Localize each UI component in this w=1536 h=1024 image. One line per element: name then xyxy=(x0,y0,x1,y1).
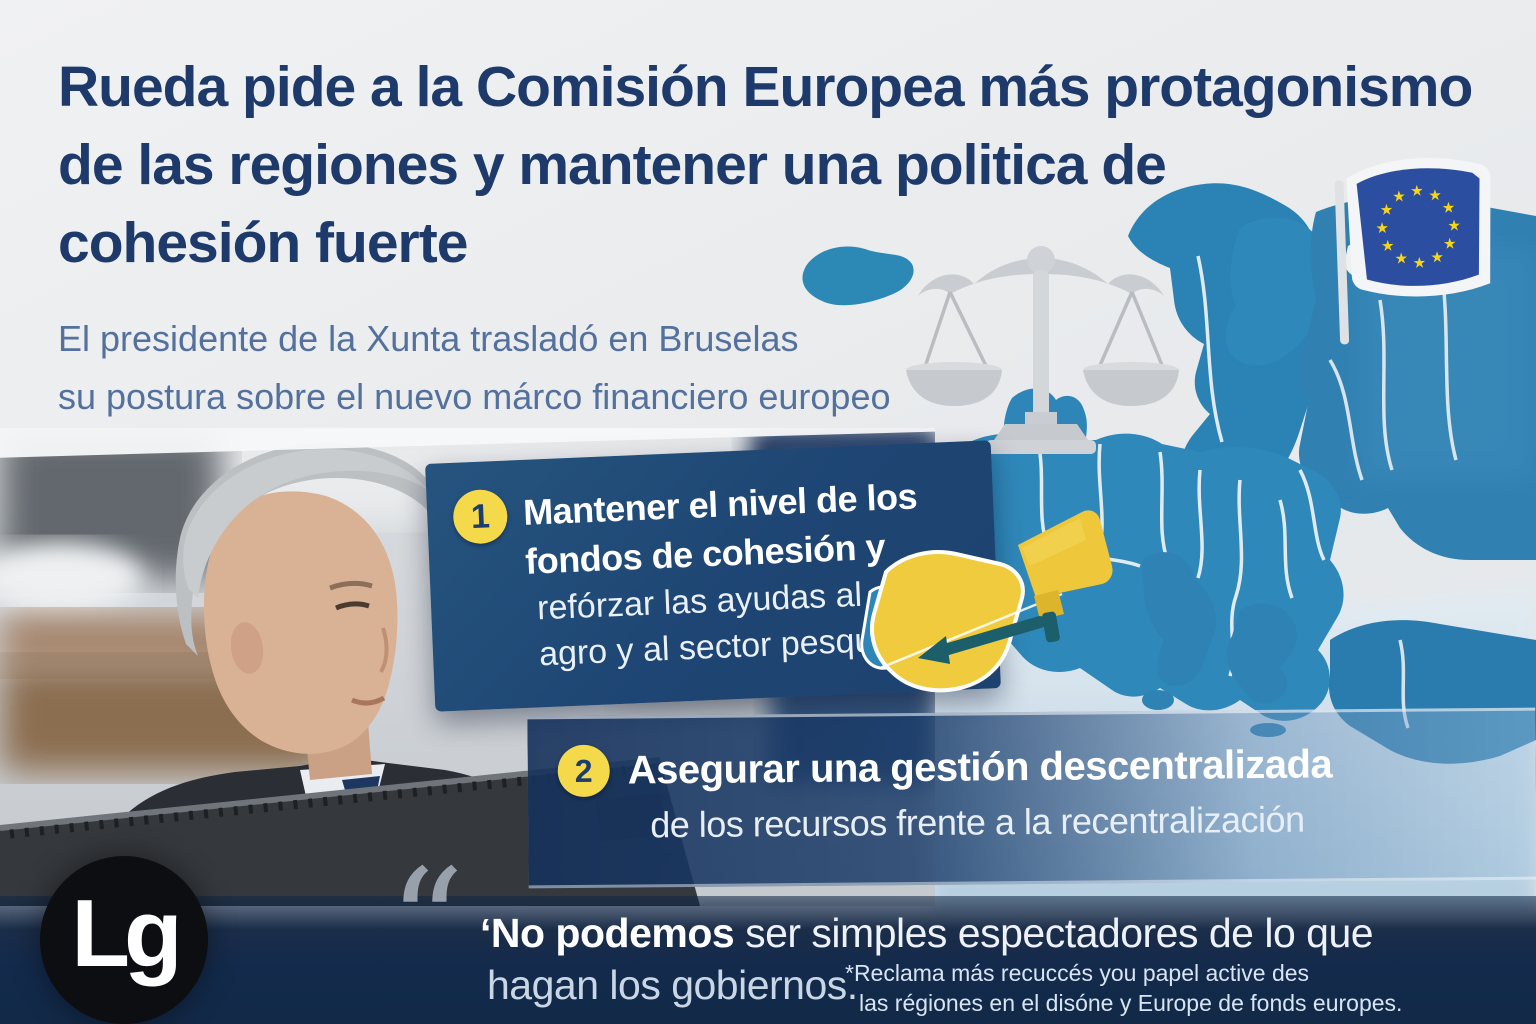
svg-text:★: ★ xyxy=(1410,183,1424,200)
title-line: de las regiones y mantener una politica … xyxy=(58,133,1167,197)
quote-line-2: hagan los gobiernos. xyxy=(487,962,858,1008)
map-finland xyxy=(1225,217,1329,366)
svg-text:★: ★ xyxy=(1375,220,1389,237)
title-line: Rueda pide a la Comisión Europea más pro… xyxy=(58,55,1473,119)
quote-icon: “ xyxy=(388,838,465,1012)
scales-of-justice-icon xyxy=(906,246,1179,454)
subtitle-line: El presidente de la Xunta trasladó en Br… xyxy=(58,318,799,359)
point-1-card: 1 Mantener el nivel de los fondos de coh… xyxy=(425,440,1001,712)
brand-logo: Lg xyxy=(40,856,208,1024)
quote-bold: ‘No podemos xyxy=(480,910,735,956)
footnote-line: *Reclama más recuccés you papel active d… xyxy=(845,960,1310,986)
point-1-text: Mantener el nivel de los fondos de cohes… xyxy=(522,475,924,674)
eu-flag-icon: ★ ★★ ★★★ ★★★ ★★★ xyxy=(1334,158,1491,345)
subtitle-line: su postura sobre el nuevo márco financie… xyxy=(58,376,891,417)
svg-text:★: ★ xyxy=(1392,188,1406,205)
map-greece xyxy=(1227,603,1297,704)
map-iceland xyxy=(802,246,914,306)
point-2-band: 2 Asegurar una gestión descentralizada d… xyxy=(527,707,1536,889)
title-line: cohesión fuerte xyxy=(58,211,468,275)
brand-logo-text: Lg xyxy=(71,880,182,987)
svg-text:★: ★ xyxy=(1428,187,1442,204)
svg-text:★: ★ xyxy=(1442,199,1456,216)
page-title: Rueda pide a la Comisión Europea más pro… xyxy=(58,48,1473,282)
svg-text:★: ★ xyxy=(1443,235,1457,252)
quote-band: “ ‘No podemos ser simples espectadores d… xyxy=(0,850,1536,1024)
headline-block: Rueda pide a la Comisión Europea más pro… xyxy=(58,48,1473,426)
page-subtitle: El presidente de la Xunta trasladó en Br… xyxy=(58,310,1472,426)
svg-text:★: ★ xyxy=(1381,238,1395,255)
svg-text:★: ★ xyxy=(1394,250,1408,267)
point-2-text: Asegurar una gestión descentralizada de … xyxy=(627,742,1333,846)
footnote-line: las régiones en el disóne y Europe de fo… xyxy=(859,990,1403,1016)
quote-line-1: ‘No podemos ser simples espectadores de … xyxy=(480,910,1374,956)
quote-footnote: *Reclama más recuccés you papel active d… xyxy=(845,958,1402,1018)
svg-text:★: ★ xyxy=(1447,217,1461,234)
point-2-badge: 2 xyxy=(557,744,610,798)
eu-stars: ★ ★★ ★★★ ★★★ ★★★ xyxy=(1375,183,1461,272)
svg-text:★: ★ xyxy=(1430,249,1444,266)
map-italy xyxy=(1142,552,1217,687)
point-1-badge: 1 xyxy=(452,488,509,545)
svg-text:★: ★ xyxy=(1412,254,1426,271)
svg-text:★: ★ xyxy=(1380,202,1394,219)
